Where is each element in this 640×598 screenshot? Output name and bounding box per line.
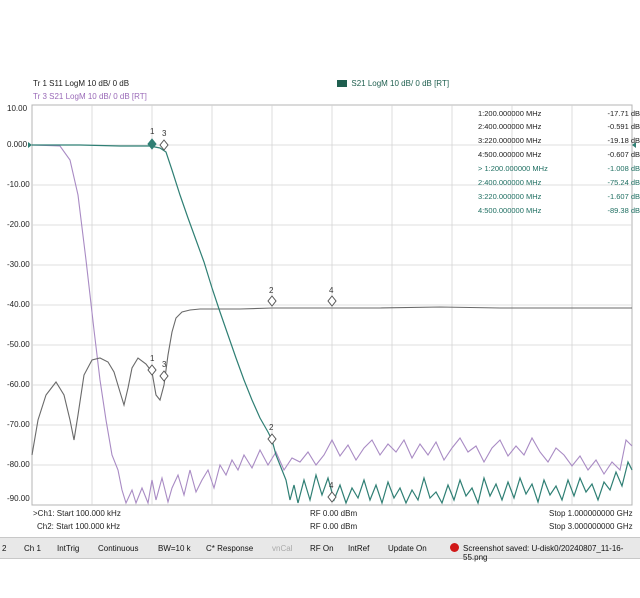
status-trigger[interactable]: IntTrig: [57, 544, 80, 553]
trace3-header[interactable]: Tr 3 S21 LogM 10 dB/ 0 dB [RT]: [33, 92, 147, 101]
active-trace-badge: Tr: [337, 80, 348, 87]
stop-freq-ch2[interactable]: Stop 3.000000000 GHz: [549, 522, 633, 531]
marker-3-ch1: [159, 139, 169, 151]
marker-row[interactable]: 3:220.000000 MHz -1.607 dB: [478, 192, 640, 201]
marker-row[interactable]: 3:220.000000 MHz -19.18 dB: [478, 136, 640, 145]
trace1-header[interactable]: Tr 1 S11 LogM 10 dB/ 0 dB: [33, 79, 130, 88]
marker-2-label: 2: [269, 423, 274, 432]
stop-freq-ch1[interactable]: Stop 1.000000000 GHz: [549, 509, 633, 518]
ref-level-right-arrow: [632, 142, 636, 148]
rf-power-ch2[interactable]: RF 0.00 dBm: [310, 522, 358, 531]
marker-4-label: 4: [329, 286, 334, 295]
y-label: -70.00: [7, 420, 30, 429]
status-message: Screenshot saved: U-disk0/20240807_11-16…: [463, 544, 624, 562]
marker-4-label: 4: [329, 481, 334, 490]
marker-1-ch1: [147, 138, 157, 150]
markers: [147, 138, 337, 503]
status-update[interactable]: Update On: [388, 544, 427, 553]
y-label: -50.00: [7, 340, 30, 349]
marker-row[interactable]: 1:200.000000 MHz -17.71 dB: [478, 109, 640, 118]
marker-3-s11: [159, 370, 169, 382]
marker-2-label: 2: [269, 286, 274, 295]
y-label: 10.00: [7, 104, 28, 113]
y-label: -60.00: [7, 380, 30, 389]
marker-4-ch1: [327, 295, 337, 307]
status-response-cal[interactable]: C* Response: [206, 544, 254, 553]
ref-level-left-arrow: [28, 142, 32, 148]
marker-3-label: 3: [162, 129, 167, 138]
status-ref[interactable]: IntRef: [348, 544, 370, 553]
ch1-start[interactable]: >Ch1: Start 100.000 kHz: [33, 509, 121, 518]
y-label: -90.00: [7, 494, 30, 503]
marker-2-s21: [267, 433, 277, 445]
y-label: -10.00: [7, 180, 30, 189]
status-number: 2: [2, 544, 7, 553]
y-label: -20.00: [7, 220, 30, 229]
s21-ch1-trace: [32, 144, 633, 506]
y-label: -80.00: [7, 460, 30, 469]
y-label: 0.000: [7, 140, 28, 149]
marker-row[interactable]: 4:500.000000 MHz -0.607 dB: [478, 150, 640, 159]
marker-row[interactable]: 2:400.000000 MHz -0.591 dB: [478, 122, 640, 131]
measurement-plot[interactable]: 1 3 2 4 1 3 2 4: [0, 0, 640, 520]
status-vncal[interactable]: vnCal: [272, 544, 293, 553]
status-if-bandwidth[interactable]: BW=10 k: [158, 544, 191, 553]
s21-ch2-trace: [31, 144, 633, 506]
ch2-start[interactable]: Ch2: Start 100.000 kHz: [37, 522, 121, 531]
status-channel[interactable]: Ch 1: [24, 544, 41, 553]
status-bar: 2 Ch 1 IntTrig Continuous BW=10 k C* Res…: [0, 537, 640, 562]
marker-4-s21: [327, 491, 337, 503]
marker-row[interactable]: > 1:200.000000 MHz -1.008 dB: [478, 164, 640, 173]
active-trace-label: S21 LogM 10 dB/ 0 dB [RT]: [351, 79, 450, 88]
marker-row[interactable]: 4:500.000000 MHz -89.38 dB: [478, 206, 640, 215]
marker-1-label: 1: [150, 127, 155, 136]
marker-3-label: 3: [162, 360, 167, 369]
marker-2-ch1: [267, 295, 277, 307]
status-rf-on[interactable]: RF On: [310, 544, 334, 553]
y-label: -40.00: [7, 300, 30, 309]
status-sweep-mode[interactable]: Continuous: [98, 544, 139, 553]
y-label: -30.00: [7, 260, 30, 269]
marker-1-s11: [147, 364, 157, 376]
record-dot-icon: [450, 543, 459, 554]
rf-power-ch1[interactable]: RF 0.00 dBm: [310, 509, 358, 518]
active-trace-header[interactable]: Tr S21 LogM 10 dB/ 0 dB [RT]: [337, 79, 449, 88]
marker-row[interactable]: 2:400.000000 MHz -75.24 dB: [478, 178, 640, 187]
marker-1-label: 1: [150, 354, 155, 363]
